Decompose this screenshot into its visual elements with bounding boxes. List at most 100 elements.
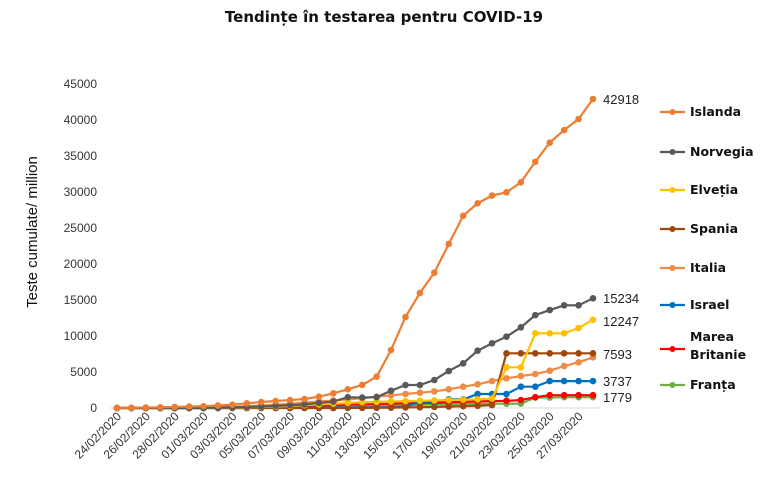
data-point: [387, 392, 395, 399]
data-point: [459, 212, 467, 220]
data-label: 15234: [603, 291, 639, 306]
data-label: 12247: [603, 314, 639, 329]
legend-label: Norvegia: [690, 144, 754, 159]
data-point: [474, 402, 481, 410]
data-point: [517, 364, 525, 371]
series-line: [117, 297, 594, 410]
data-point: [532, 383, 539, 390]
y-tick-label: 25000: [64, 221, 98, 235]
data-point: [358, 398, 366, 406]
data-point: [532, 158, 539, 166]
data-label: 3737: [603, 374, 632, 389]
data-point: [517, 383, 525, 390]
data-point: [459, 360, 467, 367]
legend-item: Elveția: [660, 182, 738, 197]
data-point: [474, 347, 481, 354]
legend-item: Spania: [660, 221, 738, 236]
data-point: [344, 385, 352, 393]
data-point: [488, 395, 496, 402]
y-tick-label: 40000: [64, 113, 98, 127]
data-point: [517, 396, 525, 404]
data-point: [459, 396, 467, 404]
series-line: [117, 318, 594, 410]
y-tick-label: 10000: [64, 329, 98, 343]
data-label: 7593: [603, 347, 632, 362]
data-point: [416, 397, 424, 405]
data-point: [257, 398, 265, 406]
data-point: [474, 200, 481, 207]
data-point: [387, 398, 395, 405]
y-ticks: 0 5000 10000 15000 20000 25000 30000 35000 40000…: [64, 77, 98, 415]
data-point: [315, 399, 323, 407]
data-point: [546, 139, 554, 146]
data-point: [431, 388, 438, 395]
data-point: [560, 362, 568, 370]
data-point: [128, 404, 135, 412]
data-point: [416, 389, 424, 396]
data-point: [243, 400, 251, 407]
data-point: [532, 393, 539, 401]
legend-swatch-marker: [669, 149, 676, 155]
data-point: [488, 340, 496, 347]
data-point: [445, 403, 453, 410]
data-point: [488, 192, 496, 199]
legend-item: Israel: [660, 297, 729, 312]
y-tick-label: 15000: [64, 293, 98, 307]
data-point: [344, 399, 352, 407]
data-point: [589, 295, 597, 302]
legend-label: Israel: [690, 297, 729, 312]
data-point: [575, 377, 582, 385]
data-point: [358, 404, 366, 412]
data-point: [431, 397, 438, 404]
legend-label: Franța: [690, 377, 736, 392]
data-point: [445, 240, 453, 248]
data-point: [402, 390, 409, 398]
data-point: [575, 350, 582, 357]
data-point: [589, 316, 597, 324]
data-point: [315, 393, 323, 400]
data-point: [546, 377, 554, 385]
data-point: [560, 377, 568, 385]
data-point: [503, 375, 510, 382]
legend-label: Spania: [690, 221, 738, 236]
legend-swatch-marker: [669, 226, 676, 232]
data-point: [185, 403, 193, 410]
data-point: [402, 381, 409, 389]
data-point: [445, 367, 453, 375]
data-point: [532, 330, 539, 337]
data-point: [503, 390, 510, 398]
data-point: [373, 398, 380, 406]
data-point: [474, 396, 481, 403]
data-point: [416, 403, 424, 411]
data-point: [445, 396, 453, 404]
data-label: 42918: [603, 92, 639, 107]
data-point: [431, 403, 438, 411]
data-point: [546, 367, 554, 375]
data-point: [330, 398, 337, 405]
data-point: [373, 404, 380, 412]
data-point: [560, 350, 568, 357]
y-tick-label: 20000: [64, 257, 98, 271]
data-point: [431, 269, 438, 276]
data-point: [488, 401, 496, 409]
data-point: [517, 372, 525, 380]
legend-label: Islanda: [690, 104, 741, 119]
data-point: [171, 403, 178, 411]
legend-item: Norvegia: [660, 144, 754, 159]
data-point: [488, 377, 496, 385]
series-norvegia: 15234: [113, 291, 639, 412]
data-point: [560, 330, 568, 337]
data-point: [402, 404, 409, 411]
data-point: [416, 381, 424, 389]
data-point: [214, 402, 222, 409]
data-point: [402, 397, 409, 405]
data-point: [503, 333, 510, 341]
legend-item: Islanda: [660, 104, 741, 119]
data-point: [301, 395, 308, 403]
data-point: [402, 313, 409, 321]
data-point: [373, 393, 380, 401]
data-point: [546, 391, 554, 399]
data-point: [474, 381, 481, 388]
data-point: [560, 302, 568, 309]
